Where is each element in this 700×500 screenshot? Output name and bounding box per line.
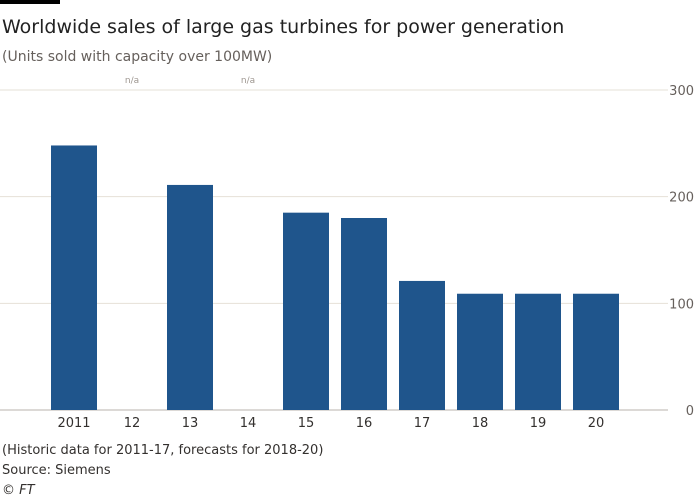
top-rule [0,0,60,4]
y-tick-label: 100 [669,297,694,312]
bar-20 [573,293,619,410]
chart-source: Source: Siemens [2,463,111,478]
x-tick-label: 12 [124,416,141,431]
x-tick-label: 14 [240,416,257,431]
y-tick-label: 300 [669,84,694,99]
chart-subtitle: (Units sold with capacity over 100MW) [2,49,273,65]
y-tick-label: 200 [669,191,694,206]
x-tick-label: 20 [588,416,605,431]
bar-17 [399,280,445,410]
na-label: n/a [241,76,255,86]
x-tick-label: 13 [182,416,199,431]
x-tick-label: 18 [472,416,489,431]
x-tick-label: 17 [414,416,431,431]
x-tick-label: 16 [356,416,373,431]
x-tick-label: 15 [298,416,315,431]
bar-16 [341,218,387,410]
chart-credit: © FT [2,483,35,498]
bar-19 [515,293,561,410]
bar-13 [167,184,213,410]
x-tick-label: 2011 [57,416,90,431]
na-label: n/a [125,76,139,86]
y-tick-label: 0 [686,404,694,419]
bar-18 [457,293,503,410]
bar-2011 [51,145,97,410]
bar-15 [283,212,329,410]
chart-note: (Historic data for 2011-17, forecasts fo… [2,443,324,458]
chart-title: Worldwide sales of large gas turbines fo… [2,16,565,38]
x-tick-label: 19 [530,416,547,431]
